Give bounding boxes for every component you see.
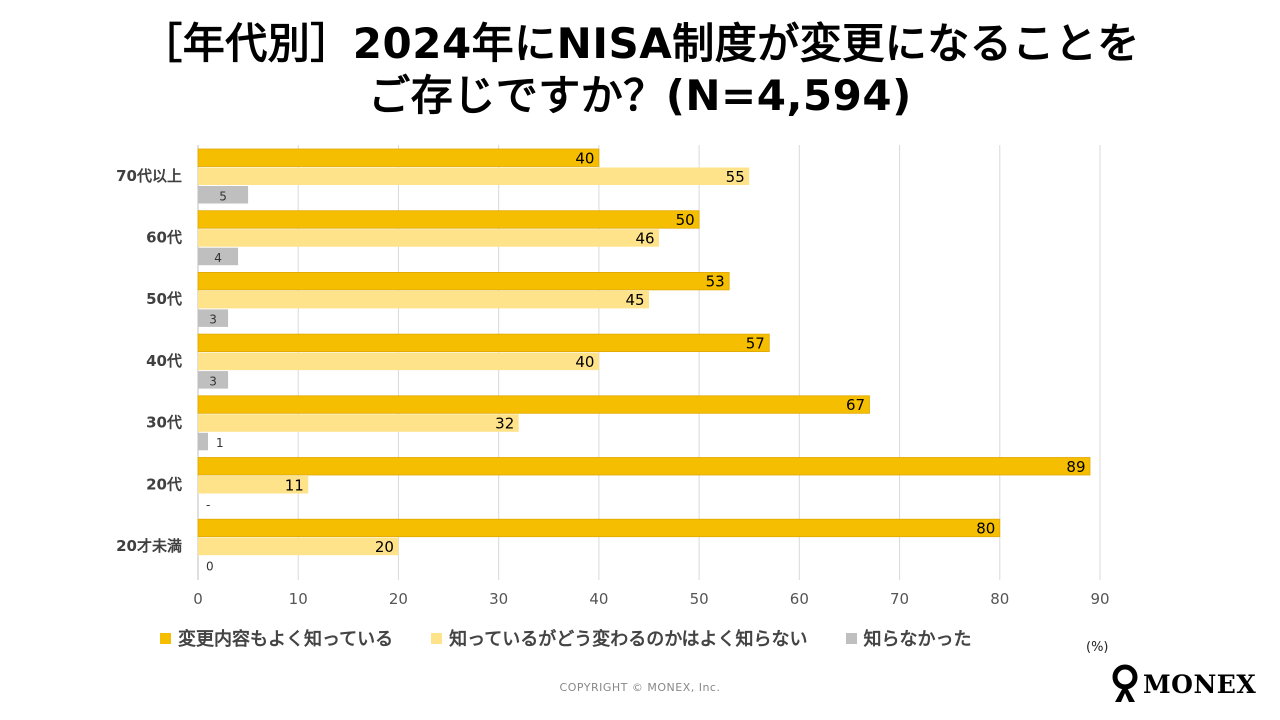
category-label: 20才未満 xyxy=(116,537,182,555)
data-label: 45 xyxy=(625,291,644,309)
legend-label-known-details: 変更内容もよく知っている xyxy=(178,629,394,650)
data-label: 89 xyxy=(1066,458,1085,476)
x-tick-label: 0 xyxy=(193,590,203,608)
category-label: 20代 xyxy=(146,475,182,493)
data-label: 57 xyxy=(746,334,765,352)
x-tick-label: 90 xyxy=(1090,590,1109,608)
bar-known-not-details xyxy=(198,229,660,247)
bar-known-details xyxy=(197,333,770,353)
data-label: 53 xyxy=(706,273,725,291)
category-label: 70代以上 xyxy=(116,167,182,185)
data-label: 40 xyxy=(575,149,594,167)
bar-known-details xyxy=(197,395,870,414)
category-label: 50代 xyxy=(146,290,182,308)
bar-known-details xyxy=(197,457,1091,476)
data-label: 32 xyxy=(495,415,514,433)
legend-item-known-not-details: 知っているがどう変わるのかはよく知らない xyxy=(431,625,808,651)
data-label: 67 xyxy=(846,396,865,414)
x-tick-label: 60 xyxy=(790,590,809,608)
bar-known-details xyxy=(197,148,600,167)
monex-logo-text: MONEX xyxy=(1143,669,1257,699)
copyright-text: COPYRIGHT © MONEX, Inc. xyxy=(559,681,721,694)
bar-known-not-details xyxy=(198,537,399,556)
bar-did-not-know xyxy=(198,432,209,451)
data-label: 4 xyxy=(214,251,222,265)
x-tick-label: 30 xyxy=(489,590,508,608)
data-label: - xyxy=(206,498,210,512)
bar-known-not-details xyxy=(198,290,649,309)
chart-title-line-1: ［年代別］2024年にNISA制度が変更になることを xyxy=(140,19,1140,68)
legend-item-did-not-know: 知らなかった xyxy=(845,625,972,651)
legend-item-known-details: 変更内容もよく知っている xyxy=(160,625,393,651)
bar-chart: 0 10 20 30 40 50 60 70 80 9070代以上4055560代5046450代… xyxy=(116,145,1110,608)
x-tick-label: 70 xyxy=(890,590,909,608)
bar-did-not-know xyxy=(198,371,229,389)
data-label: 40 xyxy=(575,353,594,371)
x-tick-label: 80 xyxy=(990,590,1009,608)
legend-label-did-not-know: 知らなかった xyxy=(863,629,972,650)
bar-known-details xyxy=(197,518,1001,538)
chart-legend: 変更内容もよく知っている 知っているがどう変わるのかはよく知らない 知らなかった xyxy=(160,623,1010,653)
monex-logo-icon xyxy=(1112,664,1138,702)
chart-title: ［年代別］2024年にNISA制度が変更になることを ご存じですか？(N=4,5… xyxy=(0,18,1280,122)
monex-logo: MONEX xyxy=(1110,664,1256,704)
bar-did-not-know xyxy=(198,309,229,327)
category-label: 30代 xyxy=(146,414,182,432)
bar-did-not-know xyxy=(198,247,239,266)
data-label: 3 xyxy=(209,313,217,327)
bar-known-not-details xyxy=(198,167,750,185)
data-label: 1 xyxy=(216,436,224,450)
bar-known-details xyxy=(197,271,730,291)
x-tick-label: 10 xyxy=(289,590,308,608)
bar-known-not-details xyxy=(198,414,519,432)
data-label: 3 xyxy=(209,374,217,388)
legend-swatch-known-details xyxy=(160,632,171,644)
data-label: 0 xyxy=(206,559,214,573)
legend-swatch-did-not-know xyxy=(845,632,857,644)
bar-did-not-know xyxy=(198,186,249,204)
data-label: 46 xyxy=(635,229,654,247)
unit-label: (%) xyxy=(1086,640,1109,655)
chart-title-line-2: ご存じですか？(N=4,594) xyxy=(368,71,912,120)
category-label: 40代 xyxy=(146,352,182,370)
x-tick-label: 20 xyxy=(389,590,408,608)
data-label: 11 xyxy=(285,476,304,494)
bar-known-not-details xyxy=(198,476,309,494)
data-label: 5 xyxy=(219,189,227,203)
data-label: 50 xyxy=(676,211,695,229)
bar-known-details xyxy=(197,210,700,229)
legend-swatch-known-not-details xyxy=(431,632,443,644)
x-tick-label: 50 xyxy=(690,590,709,608)
data-label: 20 xyxy=(375,538,394,556)
data-label: 55 xyxy=(726,168,745,186)
x-tick-label: 40 xyxy=(589,590,608,608)
legend-label-known-not-details: 知っているがどう変わるのかはよく知らない xyxy=(449,629,808,650)
category-label: 60代 xyxy=(146,228,182,246)
bar-known-not-details xyxy=(198,352,599,371)
data-label: 80 xyxy=(976,519,995,537)
